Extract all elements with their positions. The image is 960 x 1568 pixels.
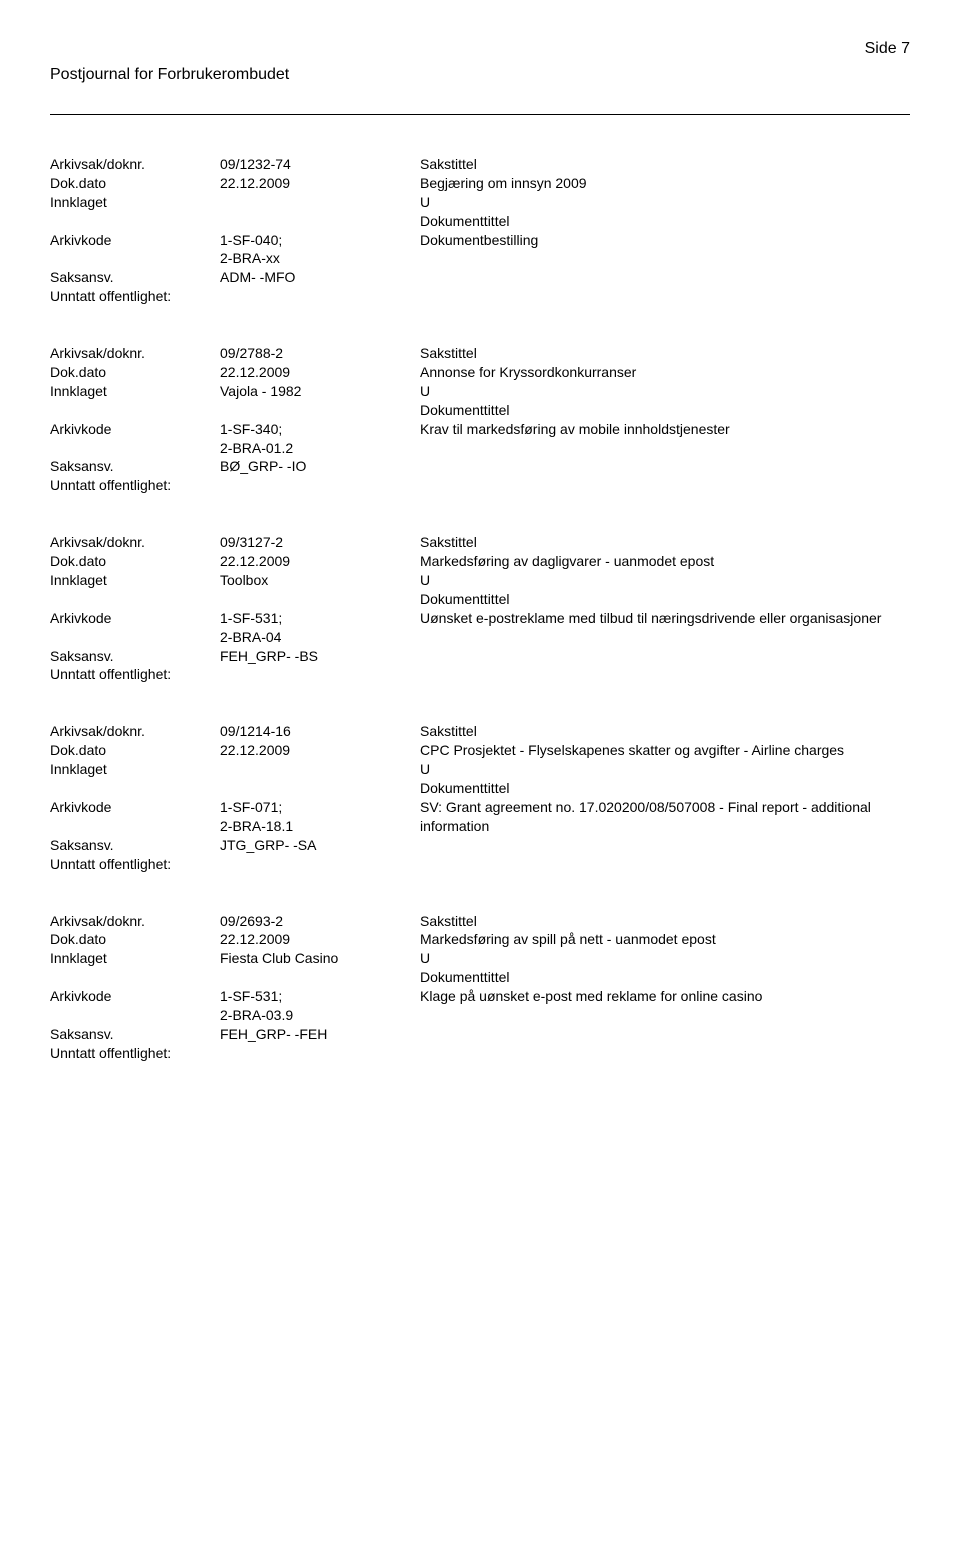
value-arkivkode: 1-SF-340; 2-BRA-01.2 [220,420,420,458]
value-arkivkode: 1-SF-531; 2-BRA-04 [220,609,420,647]
label-arkivkode: Arkivkode [50,231,220,250]
label-arkivsak: Arkivsak/doknr. [50,155,220,174]
record: Arkivsak/doknr. 09/2693-2 Sakstittel Dok… [50,912,910,1063]
label-arkivsak: Arkivsak/doknr. [50,912,220,931]
label-sakstittel: Sakstittel [420,722,910,741]
label-saksansv: Saksansv. [50,457,220,476]
label-unntatt: Unntatt offentlighet: [50,287,171,306]
label-unntatt: Unntatt offentlighet: [50,476,171,495]
value-doktittel: SV: Grant agreement no. 17.020200/08/507… [420,798,910,836]
label-doktittel: Dokumenttittel [420,212,910,231]
label-saksansv: Saksansv. [50,1025,220,1044]
label-dokdato: Dok.dato [50,930,220,949]
value-innklaget: Toolbox [220,571,420,590]
label-unntatt: Unntatt offentlighet: [50,665,171,684]
label-arkivkode: Arkivkode [50,609,220,628]
label-arkivsak: Arkivsak/doknr. [50,533,220,552]
value-arkivkode: 1-SF-531; 2-BRA-03.9 [220,987,420,1025]
value-arkivsak: 09/2693-2 [220,912,420,931]
value-sakstittel: Markedsføring av dagligvarer - uanmodet … [420,552,910,571]
label-innklaget: Innklaget [50,571,220,590]
label-innklaget: Innklaget [50,949,220,968]
value-doktittel: Uønsket e-postreklame med tilbud til nær… [420,609,910,628]
label-sakstittel: Sakstittel [420,344,910,363]
value-arkivkode: 1-SF-071; 2-BRA-18.1 [220,798,420,836]
value-utype: U [420,193,910,212]
value-doktittel: Klage på uønsket e-post med reklame for … [420,987,910,1006]
value-arkivsak: 09/1232-74 [220,155,420,174]
value-sakstittel: Markedsføring av spill på nett - uanmode… [420,930,910,949]
label-doktittel: Dokumenttittel [420,590,910,609]
label-doktittel: Dokumenttittel [420,779,910,798]
value-arkivsak: 09/2788-2 [220,344,420,363]
label-innklaget: Innklaget [50,382,220,401]
value-dokdato: 22.12.2009 [220,930,420,949]
value-dokdato: 22.12.2009 [220,363,420,382]
label-dokdato: Dok.dato [50,552,220,571]
record: Arkivsak/doknr. 09/3127-2 Sakstittel Dok… [50,533,910,684]
label-dokdato: Dok.dato [50,174,220,193]
label-saksansv: Saksansv. [50,268,220,287]
value-arkivsak: 09/1214-16 [220,722,420,741]
value-sakstittel: CPC Prosjektet - Flyselskapenes skatter … [420,741,910,760]
value-doktittel: Krav til markedsføring av mobile innhold… [420,420,910,439]
label-dokdato: Dok.dato [50,363,220,382]
page-header: Side 7 [50,40,910,58]
label-arkivsak: Arkivsak/doknr. [50,344,220,363]
value-dokdato: 22.12.2009 [220,741,420,760]
label-unntatt: Unntatt offentlighet: [50,1044,171,1063]
value-doktittel: Dokumentbestilling [420,231,910,250]
separator [50,114,910,115]
value-utype: U [420,760,910,779]
journal-title: Postjournal for Forbrukerombudet [50,66,910,84]
label-sakstittel: Sakstittel [420,155,910,174]
label-innklaget: Innklaget [50,760,220,779]
value-saksansv: FEH_GRP- -FEH [220,1025,420,1044]
label-arkivkode: Arkivkode [50,798,220,817]
record: Arkivsak/doknr. 09/1232-74 Sakstittel Do… [50,155,910,306]
page-number: Side 7 [865,40,910,58]
label-unntatt: Unntatt offentlighet: [50,855,171,874]
value-saksansv: FEH_GRP- -BS [220,647,420,666]
value-saksansv: ADM- -MFO [220,268,420,287]
value-innklaget: Vajola - 1982 [220,382,420,401]
value-sakstittel: Annonse for Kryssordkonkurranser [420,363,910,382]
label-saksansv: Saksansv. [50,647,220,666]
label-doktittel: Dokumenttittel [420,401,910,420]
value-arkivsak: 09/3127-2 [220,533,420,552]
value-arkivkode: 1-SF-040; 2-BRA-xx [220,231,420,269]
value-dokdato: 22.12.2009 [220,552,420,571]
value-innklaget: Fiesta Club Casino [220,949,420,968]
record: Arkivsak/doknr. 09/2788-2 Sakstittel Dok… [50,344,910,495]
label-sakstittel: Sakstittel [420,533,910,552]
record: Arkivsak/doknr. 09/1214-16 Sakstittel Do… [50,722,910,873]
label-innklaget: Innklaget [50,193,220,212]
value-dokdato: 22.12.2009 [220,174,420,193]
label-arkivsak: Arkivsak/doknr. [50,722,220,741]
value-utype: U [420,949,910,968]
value-utype: U [420,382,910,401]
label-arkivkode: Arkivkode [50,420,220,439]
value-saksansv: JTG_GRP- -SA [220,836,420,855]
label-saksansv: Saksansv. [50,836,220,855]
value-utype: U [420,571,910,590]
value-sakstittel: Begjæring om innsyn 2009 [420,174,910,193]
label-sakstittel: Sakstittel [420,912,910,931]
label-dokdato: Dok.dato [50,741,220,760]
value-saksansv: BØ_GRP- -IO [220,457,420,476]
label-arkivkode: Arkivkode [50,987,220,1006]
label-doktittel: Dokumenttittel [420,968,910,987]
